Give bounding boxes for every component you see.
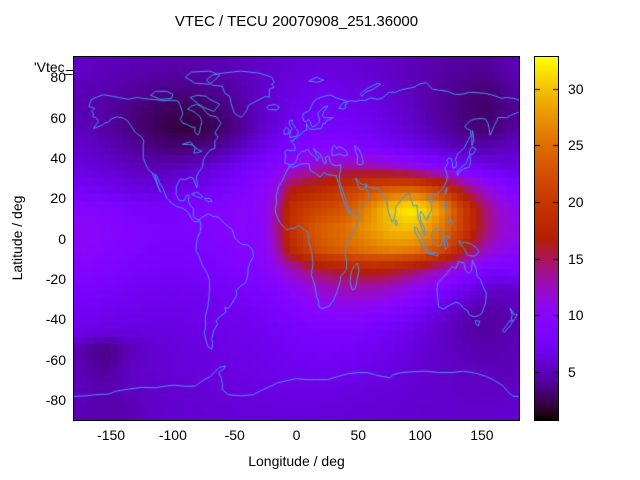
plot-area [73, 56, 520, 421]
x-tick-label: 0 [292, 427, 301, 443]
y-tick-label: 0 [58, 230, 66, 247]
x-axis-label: Longitude / deg [248, 453, 345, 469]
x-tick-label: 100 [408, 427, 432, 443]
colorbar-tick-label: 15 [568, 250, 584, 267]
x-tick-label: -150 [97, 427, 126, 443]
colorbar [534, 56, 559, 421]
y-tick-label: 40 [50, 149, 66, 166]
colorbar-tick-label: 5 [568, 363, 576, 380]
y-tick-label: -60 [45, 351, 66, 368]
y-tick-label: -40 [45, 311, 66, 328]
x-tick-label: 50 [350, 427, 367, 443]
colorbar-tick-label: 20 [568, 193, 584, 210]
y-tick-label: 20 [50, 190, 66, 207]
y-tick-label: 60 [50, 109, 66, 126]
colorbar-tick-label: 25 [568, 137, 584, 154]
colorbar-tick-label: 10 [568, 307, 584, 324]
colorbar-tick-label: 30 [568, 80, 584, 97]
y-tick-label: -80 [45, 391, 66, 408]
x-tick-label: -50 [224, 427, 245, 443]
plot-title: VTEC / TECU 20070908_251.36000 [174, 13, 419, 30]
y-tick-label: -20 [45, 270, 66, 287]
key-sample-line [66, 70, 74, 71]
colorbar-canvas [535, 57, 558, 420]
y-axis-label: Latitude / deg [9, 195, 25, 281]
x-tick-label: 150 [470, 427, 494, 443]
y-tick-label: 80 [50, 69, 66, 86]
key-label: 'Vtec_ [34, 59, 73, 75]
vtec-heatmap-canvas [74, 57, 519, 420]
x-tick-label: -100 [158, 427, 187, 443]
